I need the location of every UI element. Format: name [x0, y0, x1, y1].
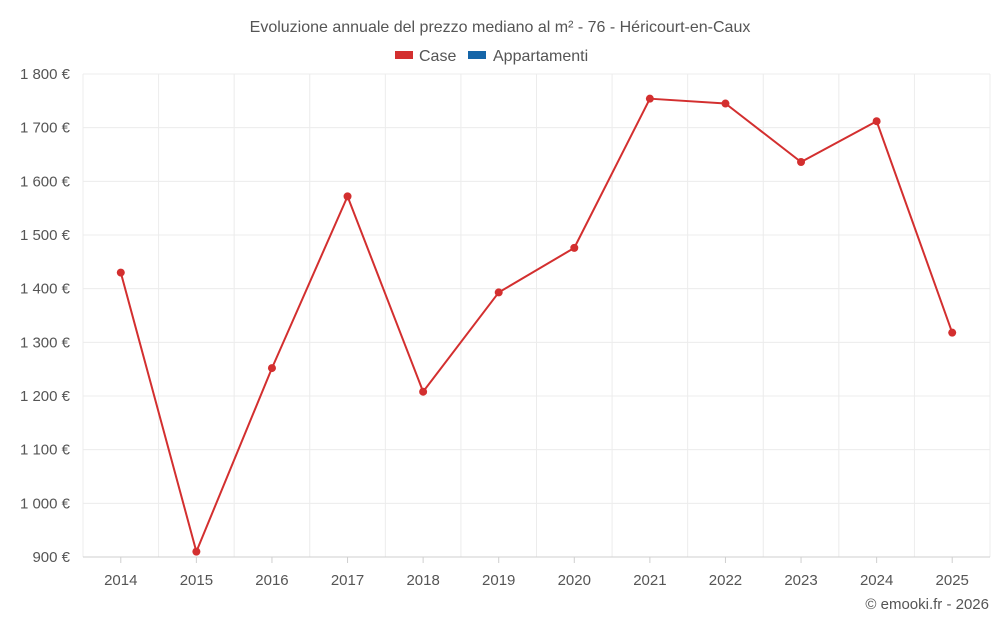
y-tick-label: 1 200 €	[20, 388, 71, 405]
series-line-case	[119, 97, 954, 553]
x-axis: 2014 2015 2016 2017 2018 2019 2020 2021 2022 2023…	[83, 556, 990, 589]
data-point[interactable]	[721, 99, 730, 108]
y-tick-label: 1 000 €	[20, 495, 71, 512]
y-axis: 900 € 1 000 € 1 100 € 1 200 € 1 300 € 1 400 €…	[20, 66, 71, 566]
x-tick-label: 2024	[860, 572, 893, 589]
y-tick-label: 1 700 €	[20, 120, 71, 137]
x-tick-label: 2025	[936, 572, 969, 589]
y-tick-label: 1 500 €	[20, 227, 71, 244]
legend-label-appartamenti[interactable]: Appartamenti	[493, 48, 588, 65]
x-tick-label: 2015	[180, 572, 213, 589]
credit: © emooki.fr - 2026	[865, 596, 989, 613]
x-tick-label: 2014	[104, 572, 137, 589]
chart-title: Evoluzione annuale del prezzo mediano al…	[250, 19, 751, 36]
data-point[interactable]	[570, 243, 579, 252]
x-tick-label: 2021	[633, 572, 666, 589]
y-tick-label: 1 800 €	[20, 66, 71, 83]
x-tick-label: 2023	[784, 572, 817, 589]
data-point[interactable]	[343, 192, 352, 201]
data-point[interactable]	[948, 328, 957, 337]
data-point[interactable]	[797, 158, 806, 167]
y-tick-label: 1 300 €	[20, 334, 71, 351]
legend: Case Appartamenti	[395, 48, 588, 65]
data-point[interactable]	[116, 268, 125, 277]
x-tick-label: 2019	[482, 572, 515, 589]
data-point[interactable]	[645, 94, 654, 103]
y-tick-label: 1 400 €	[20, 281, 71, 298]
y-tick-label: 1 600 €	[20, 173, 71, 190]
data-point[interactable]	[494, 288, 503, 297]
data-point[interactable]	[267, 364, 276, 373]
data-point[interactable]	[419, 387, 428, 396]
y-tick-label: 900 €	[32, 549, 70, 566]
data-point[interactable]	[872, 117, 881, 126]
grid	[82, 73, 991, 558]
x-tick-label: 2020	[558, 572, 591, 589]
x-tick-label: 2022	[709, 572, 742, 589]
x-tick-label: 2018	[406, 572, 439, 589]
data-point[interactable]	[192, 547, 201, 556]
series-case	[116, 94, 957, 556]
legend-label-case[interactable]: Case	[419, 48, 456, 65]
x-tick-label: 2017	[331, 572, 364, 589]
x-tick-label: 2016	[255, 572, 288, 589]
legend-swatch-appartamenti	[468, 51, 486, 59]
legend-swatch-case	[395, 51, 413, 59]
y-tick-label: 1 100 €	[20, 442, 71, 459]
